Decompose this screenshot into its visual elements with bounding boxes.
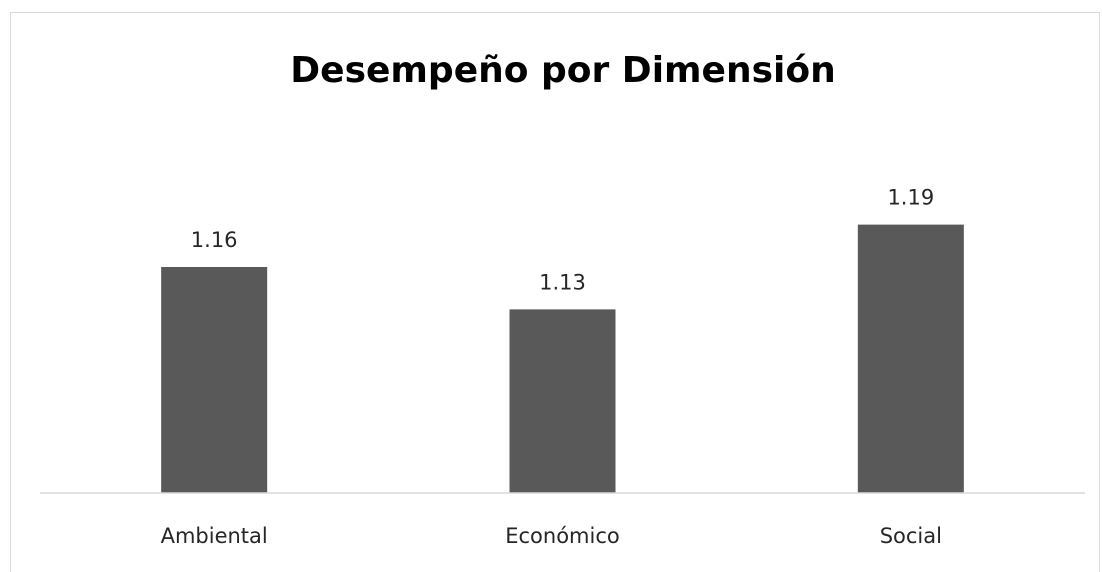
bar-ambiental xyxy=(161,267,268,493)
x-tick-label: Económico xyxy=(505,524,620,548)
chart-frame xyxy=(10,12,1100,572)
data-label: 1.13 xyxy=(539,270,586,294)
data-label: 1.16 xyxy=(191,228,238,252)
x-tick-labels-layer: Ambiental Económico Social xyxy=(161,524,942,548)
chart-title: Desempeño por Dimensión xyxy=(290,50,835,91)
data-label: 1.19 xyxy=(887,186,934,210)
bar-economico xyxy=(509,309,616,493)
x-tick-label: Ambiental xyxy=(161,524,268,548)
bar-social xyxy=(857,224,964,493)
x-tick-label: Social xyxy=(880,524,942,548)
bars-layer xyxy=(161,224,964,493)
data-labels-layer: 1.16 1.13 1.19 xyxy=(191,186,934,295)
